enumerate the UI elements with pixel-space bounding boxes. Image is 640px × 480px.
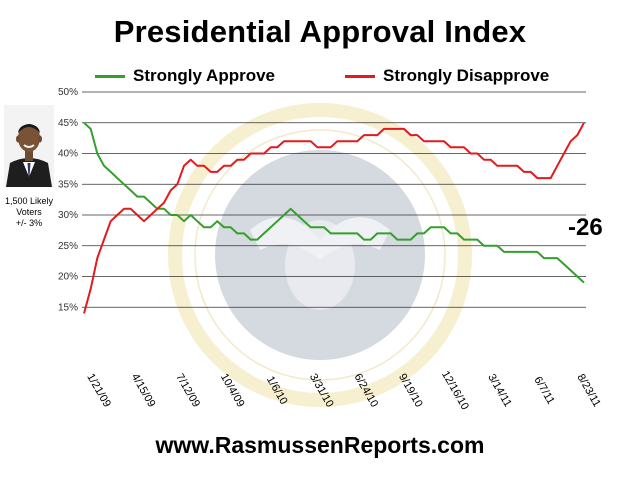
- series-line-strongly-disapprove: [83, 122, 585, 314]
- y-tick-label: 30%: [58, 210, 78, 221]
- y-axis-ticks: 15% 20% 25% 30% 35% 40% 45% 50%: [58, 87, 78, 313]
- chart-title: Presidential Approval Index: [113, 14, 527, 49]
- sample-note: 1,500 Likely Voters +/- 3%: [0, 196, 58, 229]
- grid-layer: [82, 91, 586, 308]
- y-tick-label: 25%: [58, 241, 78, 252]
- sample-note-line-3: +/- 3%: [15, 218, 43, 228]
- legend-swatch-approve: [95, 74, 125, 78]
- sample-note-line-2: Voters: [16, 207, 42, 217]
- x-tick-label: 4/15/09: [129, 372, 158, 410]
- x-tick-label: 3/14/11: [485, 372, 513, 409]
- legend-item-disapprove: Strongly Disapprove: [345, 66, 549, 86]
- portrait-graphic: [4, 105, 54, 187]
- legend-swatch-disapprove: [345, 74, 375, 78]
- y-tick-label: 50%: [58, 87, 78, 98]
- x-tick-label: 9/19/10: [396, 372, 425, 410]
- series-layer: [83, 122, 585, 314]
- x-axis-ticks: 1/21/09 4/15/09 7/12/09 10/4/09 1/6/10 3/31/1…: [84, 369, 603, 412]
- y-tick-label: 40%: [58, 149, 78, 160]
- series-line-strongly-approve: [83, 122, 585, 284]
- legend-item-approve: Strongly Approve: [95, 66, 275, 86]
- sample-note-line-1: 1,500 Likely: [4, 196, 54, 206]
- legend-label-approve: Strongly Approve: [133, 66, 275, 85]
- x-tick-label: 8/23/11: [574, 372, 602, 409]
- chart-legend: Strongly Approve Strongly Disapprove: [95, 66, 595, 92]
- y-tick-label: 45%: [58, 118, 78, 129]
- x-tick-label: 7/12/09: [173, 372, 202, 410]
- spread-annotation: -26: [568, 214, 603, 241]
- president-portrait-icon: [4, 105, 54, 187]
- legend-label-disapprove: Strongly Disapprove: [383, 66, 550, 85]
- website-footer: www.RasmussenReports.com: [155, 432, 485, 458]
- x-tick-label: 6/7/11: [531, 375, 556, 407]
- y-tick-label: 15%: [58, 302, 78, 313]
- x-tick-label: 12/16/10: [439, 369, 471, 412]
- y-tick-label: 35%: [58, 179, 78, 190]
- x-tick-label: 1/21/09: [84, 372, 113, 410]
- y-tick-label: 20%: [58, 272, 78, 283]
